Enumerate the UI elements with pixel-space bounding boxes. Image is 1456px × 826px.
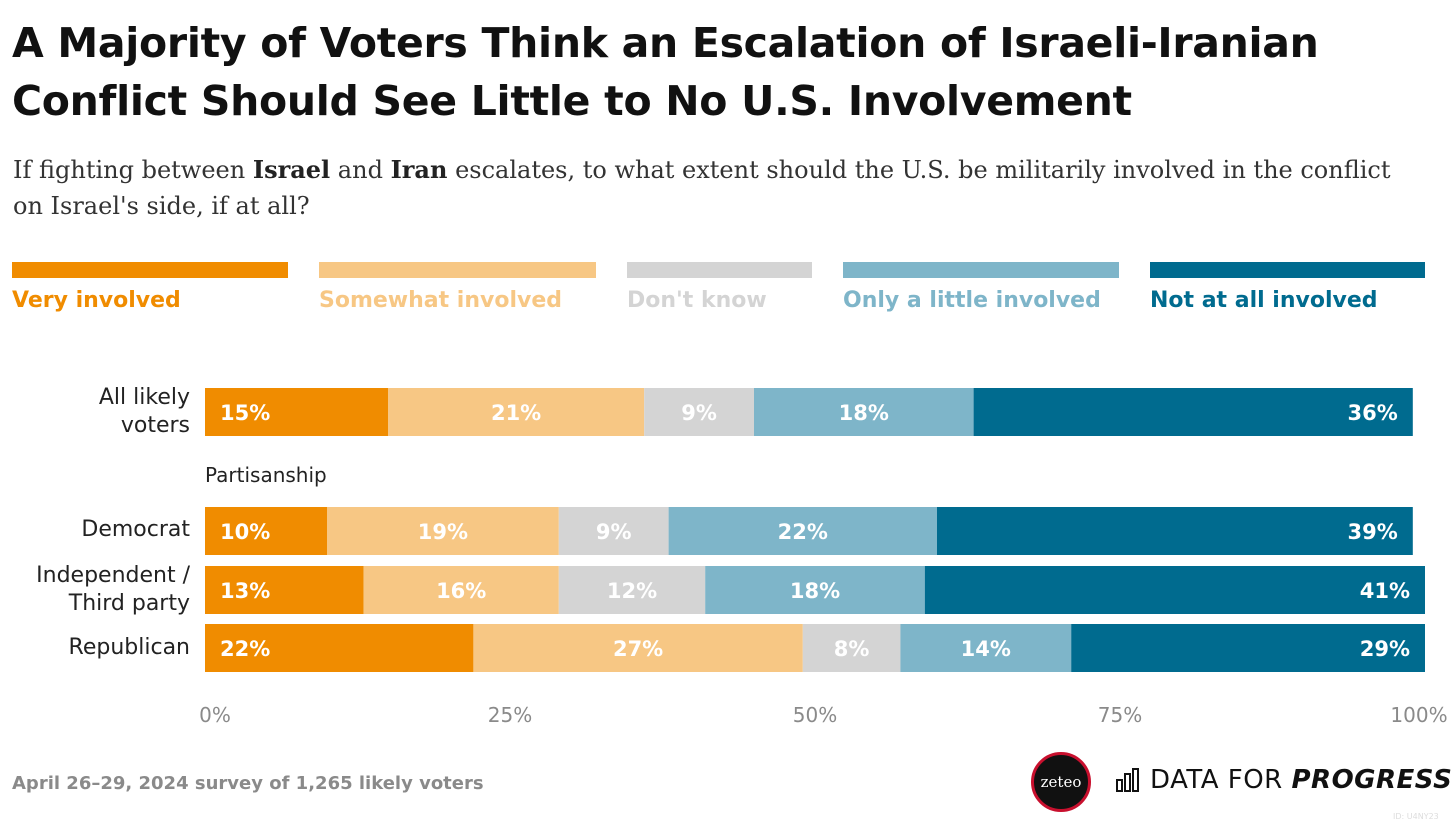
bar-segment	[802, 624, 901, 672]
bar-segment	[205, 566, 364, 614]
bar-segment	[473, 624, 803, 672]
data-label: 10%	[220, 520, 270, 544]
data-label: 9%	[596, 520, 632, 544]
legend-item-very-involved: Very involved	[12, 262, 288, 313]
bar-segment	[973, 388, 1413, 436]
legend-swatch	[843, 262, 1119, 278]
legend-label: Only a little involved	[843, 288, 1101, 313]
legend-item-not-at-all-involved: Not at all involved	[1150, 262, 1425, 313]
bar-segment	[558, 566, 706, 614]
data-label: 27%	[613, 637, 663, 661]
data-label: 36%	[1348, 401, 1398, 425]
chart-id: ID: U4NY23	[1393, 812, 1439, 821]
partisanship-heading: Partisanship	[205, 463, 327, 487]
data-label: 16%	[436, 579, 486, 603]
data-label: 18%	[839, 401, 889, 425]
data-label: 18%	[790, 579, 840, 603]
bar-segment	[900, 624, 1072, 672]
legend-swatch	[1150, 262, 1425, 278]
data-label: 41%	[1360, 579, 1410, 603]
bar-segment	[205, 388, 388, 436]
bar-segment	[668, 507, 937, 555]
x-tick-label: 0%	[199, 703, 231, 727]
zeteo-logo: zeteo	[1031, 752, 1091, 812]
x-tick-label: 75%	[1098, 703, 1142, 727]
x-tick-label: 100%	[1390, 703, 1447, 727]
row-label-independent: Independent / Third party	[36, 563, 190, 616]
chart-subtitle: If fighting between Israel and Iran esca…	[13, 155, 1391, 220]
footnote: April 26–29, 2024 survey of 1,265 likely…	[12, 773, 484, 794]
row-label-democrat: Democrat	[81, 517, 190, 542]
data-label: 29%	[1360, 637, 1410, 661]
data-for-progress-logo: DATA FOR PROGRESS	[1116, 765, 1452, 795]
bar-segment	[924, 566, 1425, 614]
bar-segment	[1071, 624, 1425, 672]
legend-swatch	[12, 262, 288, 278]
bar-segment	[363, 566, 559, 614]
data-label: 13%	[220, 579, 270, 603]
bar-segment	[754, 388, 974, 436]
bar-segment	[327, 507, 559, 555]
data-label: 22%	[220, 637, 270, 661]
legend-swatch	[319, 262, 596, 278]
data-label: 9%	[681, 401, 717, 425]
legend-label: Somewhat involved	[319, 288, 563, 313]
data-label: 19%	[418, 520, 468, 544]
legend-item-don-t-know: Don't know	[627, 262, 812, 313]
data-label: 14%	[961, 637, 1011, 661]
data-label: 39%	[1348, 520, 1398, 544]
legend-swatch	[627, 262, 812, 278]
bar-segment	[388, 388, 645, 436]
x-tick-label: 25%	[488, 703, 532, 727]
data-label: 8%	[834, 637, 870, 661]
row-label-republican: Republican	[68, 635, 190, 660]
x-tick-label: 50%	[793, 703, 837, 727]
data-label: 15%	[220, 401, 270, 425]
bar-segment	[205, 507, 327, 555]
bar-segment	[705, 566, 925, 614]
bar-segment	[558, 507, 669, 555]
legend-label: Not at all involved	[1150, 288, 1378, 313]
bar-segment	[644, 388, 754, 436]
row-label-all-likely-voters: All likely voters	[98, 385, 190, 438]
legend-label: Very involved	[12, 288, 181, 313]
bar-chart-icon	[1116, 768, 1139, 792]
data-label: 21%	[491, 401, 541, 425]
legend-item-only-a-little-involved: Only a little involved	[843, 262, 1119, 313]
bar-segment	[205, 624, 474, 672]
chart-title: A Majority of Voters Think an Escalation…	[12, 19, 1319, 125]
bar-segment	[937, 507, 1413, 555]
legend-item-somewhat-involved: Somewhat involved	[319, 262, 596, 313]
data-label: 22%	[778, 520, 828, 544]
data-label: 12%	[607, 579, 657, 603]
legend-label: Don't know	[627, 288, 767, 313]
